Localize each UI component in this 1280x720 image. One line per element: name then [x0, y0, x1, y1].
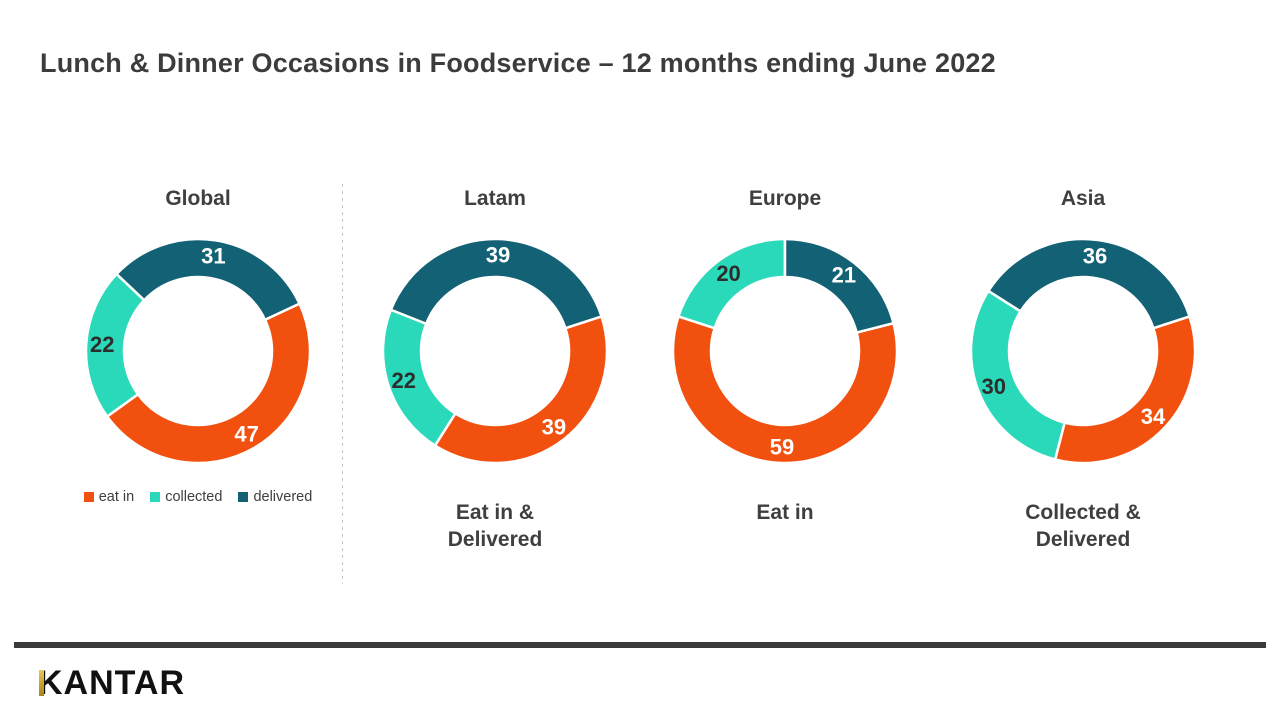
- segment-value-label: 31: [201, 244, 225, 269]
- footer-rule: [14, 642, 1266, 648]
- donut-chart-global: 47 22 31: [84, 237, 312, 465]
- segment-value-label: 39: [486, 243, 510, 268]
- donut-segment-delivered: [783, 237, 895, 334]
- segment-value-label: 20: [716, 261, 740, 286]
- chart-panel-asia: Asia 34 30 36 Collected & Delivered: [933, 186, 1233, 553]
- sublabel-line: Delivered: [1035, 528, 1131, 551]
- segment-value-label: 22: [90, 332, 114, 357]
- segment-value-label: 30: [981, 374, 1005, 399]
- chart-title-asia: Asia: [1060, 187, 1106, 210]
- donut-segment-eat-in: [105, 302, 312, 465]
- sublabel-line: Eat in &: [455, 501, 535, 524]
- legend-label-eat-in: eat in: [98, 489, 135, 505]
- donut-segment-delivered: [115, 237, 301, 321]
- segment-value-label: 59: [770, 434, 794, 459]
- donut-chart-asia: 34 30 36: [969, 237, 1197, 465]
- divider-dashed: [342, 184, 343, 584]
- segment-value-label: 34: [1141, 404, 1166, 429]
- donut-segment-eat-in: [433, 315, 609, 465]
- logo-accent-bar-icon: [39, 670, 44, 696]
- page-title: Lunch & Dinner Occasions in Foodservice …: [40, 48, 996, 78]
- chart-title-global: Global: [165, 187, 231, 210]
- chart-panel-global: Global 47 22 31 eat in collected delivered: [48, 186, 348, 505]
- chart-title-europe: Europe: [748, 187, 822, 210]
- donut-segment-delivered: [389, 237, 603, 330]
- segment-value-label: 21: [832, 263, 856, 288]
- sublabel-line: Delivered: [447, 528, 543, 551]
- legend: eat in collected delivered: [48, 489, 348, 505]
- kantar-logo: KANTAR: [38, 664, 185, 702]
- chart-title-latam: Latam: [464, 187, 526, 210]
- segment-value-label: 47: [234, 421, 258, 446]
- segment-value-label: 39: [542, 414, 566, 439]
- segment-value-label: 36: [1083, 243, 1107, 268]
- chart-panel-europe: Europe 59 20 21 Eat in: [635, 186, 935, 526]
- legend-item-eat-in: eat in: [83, 489, 135, 505]
- donut-segment-eat-in: [671, 315, 899, 465]
- donut-segment-delivered: [987, 237, 1191, 330]
- legend-item-collected: collected: [150, 489, 222, 505]
- donut-chart-latam: 39 22 39: [381, 237, 609, 465]
- legend-item-delivered: delivered: [238, 489, 312, 505]
- collected-swatch-icon: [150, 492, 161, 502]
- segment-value-label: 22: [391, 368, 415, 393]
- chart-panel-latam: Latam 39 22 39 Eat in & Delivered: [345, 186, 645, 553]
- logo-text: KANTAR: [38, 664, 186, 702]
- legend-label-delivered: delivered: [253, 489, 313, 505]
- donut-segment-eat-in: [1053, 315, 1197, 465]
- legend-label-collected: collected: [165, 489, 223, 505]
- chart-sublabel-latam: Eat in & Delivered: [345, 499, 645, 553]
- chart-sublabel-europe: Eat in: [635, 499, 935, 526]
- delivered-swatch-icon: [238, 492, 249, 502]
- sublabel-line: Collected &: [1025, 501, 1141, 524]
- sublabel-line: Eat in: [756, 501, 814, 524]
- chart-sublabel-asia: Collected & Delivered: [933, 499, 1233, 553]
- eat-in-swatch-icon: [83, 492, 94, 502]
- donut-chart-europe: 59 20 21: [671, 237, 899, 465]
